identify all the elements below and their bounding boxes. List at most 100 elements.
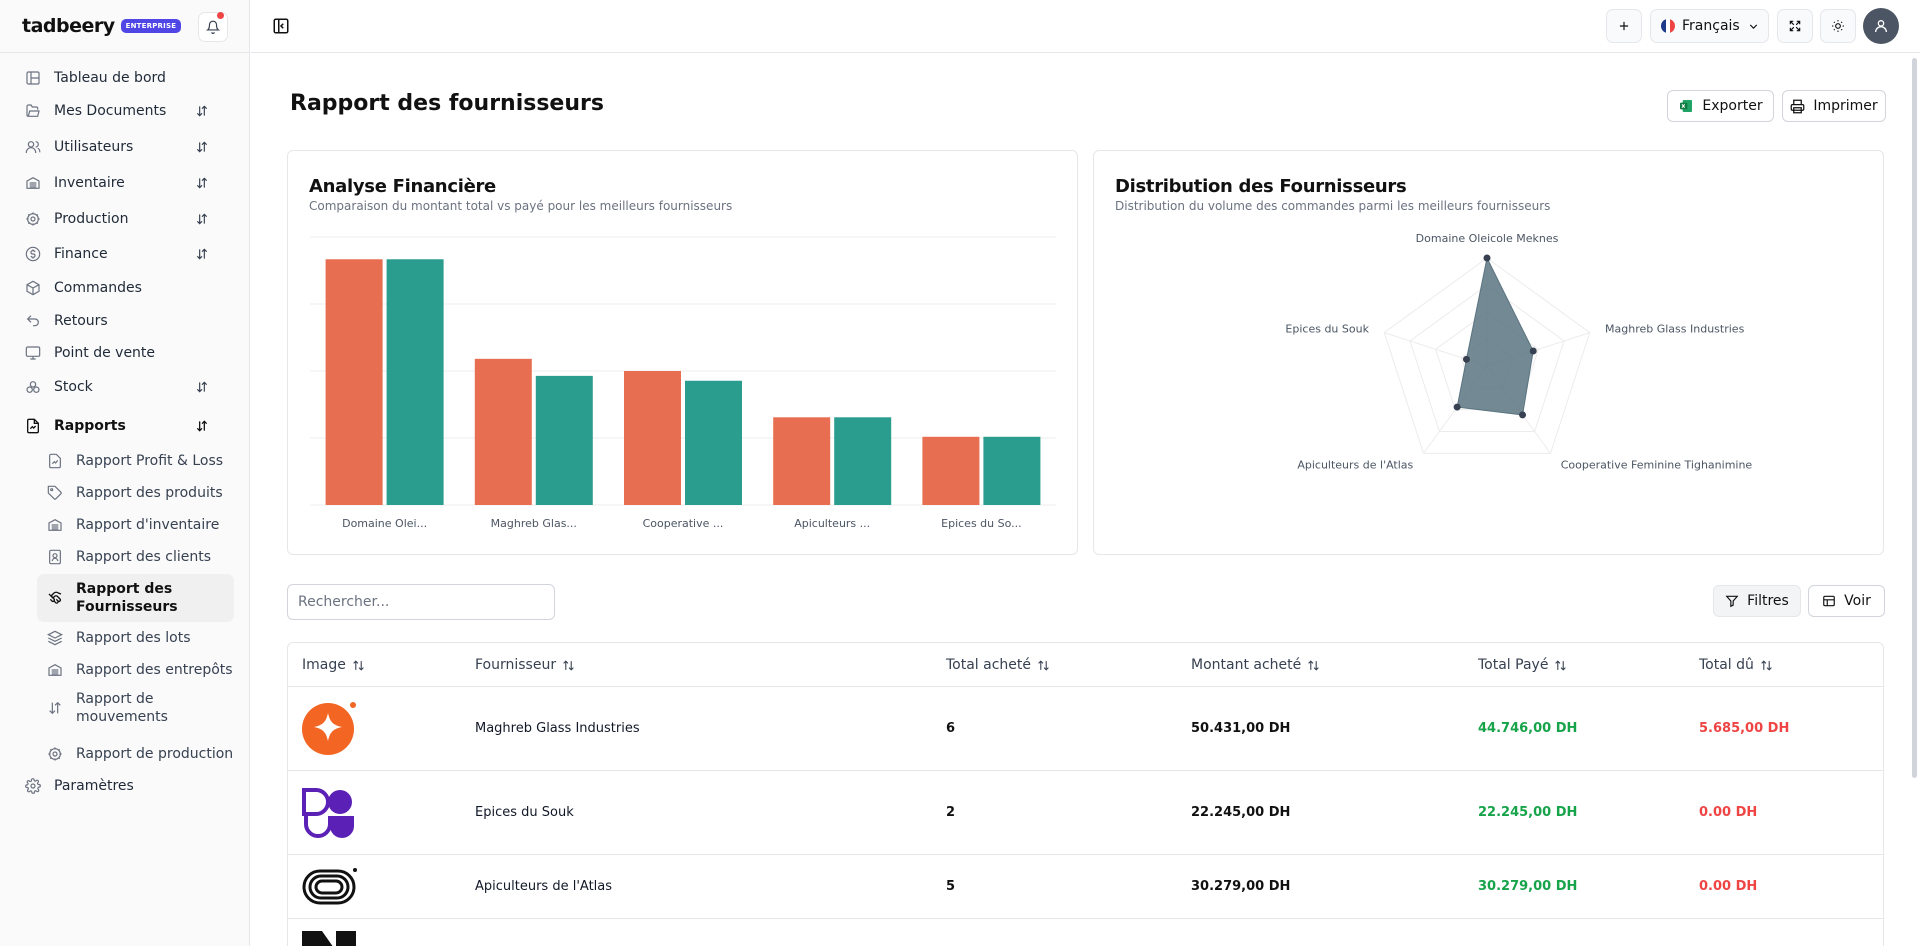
expand-arrows-icon xyxy=(196,213,208,225)
supplier-logo xyxy=(302,687,358,770)
sidebar-subitem-label: Rapport des lots xyxy=(76,630,191,646)
financial-card-title: Analyse Financière xyxy=(309,176,496,197)
total-due: 0.00 DH xyxy=(1699,805,1758,820)
sidebar-subitem-inventory[interactable]: Rapport d'inventaire xyxy=(37,509,234,541)
geometric-logo-icon xyxy=(302,787,354,838)
page-scrollbar[interactable] xyxy=(1912,58,1917,778)
radar-axis-label: Cooperative Feminine Tighanimine xyxy=(1561,459,1753,472)
column-header-image[interactable]: Image xyxy=(302,643,365,687)
sidebar-subitem-clients[interactable]: Rapport des clients xyxy=(37,541,234,573)
sidebar-subitem-lots[interactable]: Rapport des lots xyxy=(37,622,234,654)
amount-purchased: 30.279,00 DH xyxy=(1191,879,1291,894)
amount-purchased: 22.245,00 DH xyxy=(1191,805,1291,820)
radar-point xyxy=(1529,347,1537,355)
filters-label: Filtres xyxy=(1747,593,1789,609)
bar xyxy=(983,436,1041,505)
sidebar-item-label: Commandes xyxy=(54,280,142,296)
main-content: Rapport des fournisseurs Exporter Imprim… xyxy=(251,54,1920,946)
sidebar-item-pos[interactable]: Point de vente xyxy=(16,337,234,369)
supplier-logo xyxy=(302,855,358,918)
sidebar-item-label: Tableau de bord xyxy=(54,70,166,86)
sidebar-subitem-label: Rapport Profit & Loss xyxy=(76,453,224,469)
sidebar-subitem-movements[interactable]: Rapport de mouvements xyxy=(37,688,234,728)
cog-icon xyxy=(25,211,41,227)
column-label: Total Payé xyxy=(1478,657,1549,673)
amount-purchased: 50.431,00 DH xyxy=(1191,721,1291,736)
sidebar-item-label: Rapports xyxy=(54,418,126,434)
sidebar-subitem-suppliers[interactable]: Rapport des Fournisseurs xyxy=(37,574,234,622)
sidebar-item-production[interactable]: Production xyxy=(16,203,234,235)
settings-icon xyxy=(25,778,41,794)
sidebar: tadbeery ENTERPRISE Tableau de bord Mes … xyxy=(0,0,250,946)
toggle-sidebar-button[interactable] xyxy=(272,17,290,35)
column-header-amount-purchased[interactable]: Montant acheté xyxy=(1191,643,1320,687)
radar-area xyxy=(1456,256,1534,416)
table-row[interactable]: Maghreb Glass Industries 6 50.431,00 DH … xyxy=(288,687,1883,771)
column-header-total-paid[interactable]: Total Payé xyxy=(1478,643,1567,687)
sidebar-item-returns[interactable]: Retours xyxy=(16,305,234,337)
sidebar-item-settings[interactable]: Paramètres xyxy=(16,770,234,802)
total-due: 5.685,00 DH xyxy=(1699,721,1790,736)
column-header-total-due[interactable]: Total dû xyxy=(1699,643,1773,687)
notifications-button[interactable] xyxy=(198,12,228,42)
x-tick-label: Maghreb Glas... xyxy=(491,517,577,530)
table-row[interactable]: Epices du Souk 2 22.245,00 DH 22.245,00 … xyxy=(288,771,1883,855)
sidebar-item-stock[interactable]: Stock xyxy=(16,371,234,403)
table-row[interactable] xyxy=(288,919,1883,946)
export-button[interactable]: Exporter xyxy=(1667,90,1774,122)
supplier-logo xyxy=(302,771,356,854)
enterprise-badge: ENTERPRISE xyxy=(120,19,182,33)
sidebar-item-reports[interactable]: Rapports xyxy=(16,410,234,442)
sidebar-item-label: Retours xyxy=(54,313,108,329)
dashboard-icon xyxy=(25,70,41,86)
column-header-supplier[interactable]: Fournisseur xyxy=(475,643,575,687)
sort-icon xyxy=(1308,659,1320,671)
language-select[interactable]: Français xyxy=(1650,9,1769,43)
sidebar-subitem-warehouses[interactable]: Rapport des entrepôts xyxy=(37,654,234,686)
rings-logo-icon xyxy=(302,867,357,904)
theme-toggle-button[interactable] xyxy=(1820,9,1856,43)
topbar: Français xyxy=(251,0,1920,53)
search-input[interactable] xyxy=(287,584,555,620)
sidebar-item-label: Production xyxy=(54,211,129,227)
sidebar-item-inventory[interactable]: Inventaire xyxy=(16,167,234,199)
table-row[interactable]: Apiculteurs de l'Atlas 5 30.279,00 DH 30… xyxy=(288,855,1883,919)
sidebar-item-finance[interactable]: Finance xyxy=(16,238,234,270)
add-button[interactable] xyxy=(1606,9,1642,43)
sidebar-subitem-production[interactable]: Rapport de production xyxy=(37,738,234,770)
sidebar-subitem-products[interactable]: Rapport des produits xyxy=(37,477,234,509)
filter-icon xyxy=(1725,595,1739,608)
supplier-name: Apiculteurs de l'Atlas xyxy=(475,879,613,894)
sidebar-subitem-label: Rapport des entrepôts xyxy=(76,662,233,678)
users-icon xyxy=(25,139,41,155)
sidebar-item-users[interactable]: Utilisateurs xyxy=(16,131,234,163)
letter-logo-icon xyxy=(302,931,356,946)
report-icon xyxy=(25,418,41,434)
app-logo[interactable]: tadbeery xyxy=(22,15,115,37)
sidebar-subitem-label: Rapport de mouvements xyxy=(76,691,168,725)
collapse-arrows-icon xyxy=(196,420,208,432)
print-button[interactable]: Imprimer xyxy=(1782,90,1886,122)
sidebar-item-documents[interactable]: Mes Documents xyxy=(16,95,234,127)
view-button[interactable]: Voir xyxy=(1808,585,1885,617)
user-avatar[interactable] xyxy=(1863,8,1899,44)
distribution-card-subtitle: Distribution du volume des commandes par… xyxy=(1115,199,1551,213)
undo-icon xyxy=(25,313,41,329)
sort-icon xyxy=(563,659,574,671)
sort-icon xyxy=(1761,659,1772,671)
fullscreen-button[interactable] xyxy=(1777,9,1813,43)
suppliers-table: Image Fournisseur Total acheté Montant a… xyxy=(287,642,1884,946)
dollar-icon xyxy=(25,246,41,262)
sidebar-item-label: Mes Documents xyxy=(54,103,167,119)
radar-point xyxy=(1462,355,1470,363)
filters-button[interactable]: Filtres xyxy=(1713,585,1801,617)
sidebar-item-dashboard[interactable]: Tableau de bord xyxy=(16,62,234,94)
bell-icon xyxy=(206,20,220,34)
sidebar-item-orders[interactable]: Commandes xyxy=(16,272,234,304)
column-label: Total acheté xyxy=(946,657,1032,673)
column-label: Fournisseur xyxy=(475,657,557,673)
x-tick-label: Epices du So... xyxy=(941,517,1022,530)
sidebar-subitem-label: Rapport de production xyxy=(76,746,234,762)
column-header-total-purchased[interactable]: Total acheté xyxy=(946,643,1050,687)
sidebar-subitem-profit-loss[interactable]: Rapport Profit & Loss xyxy=(37,445,234,477)
